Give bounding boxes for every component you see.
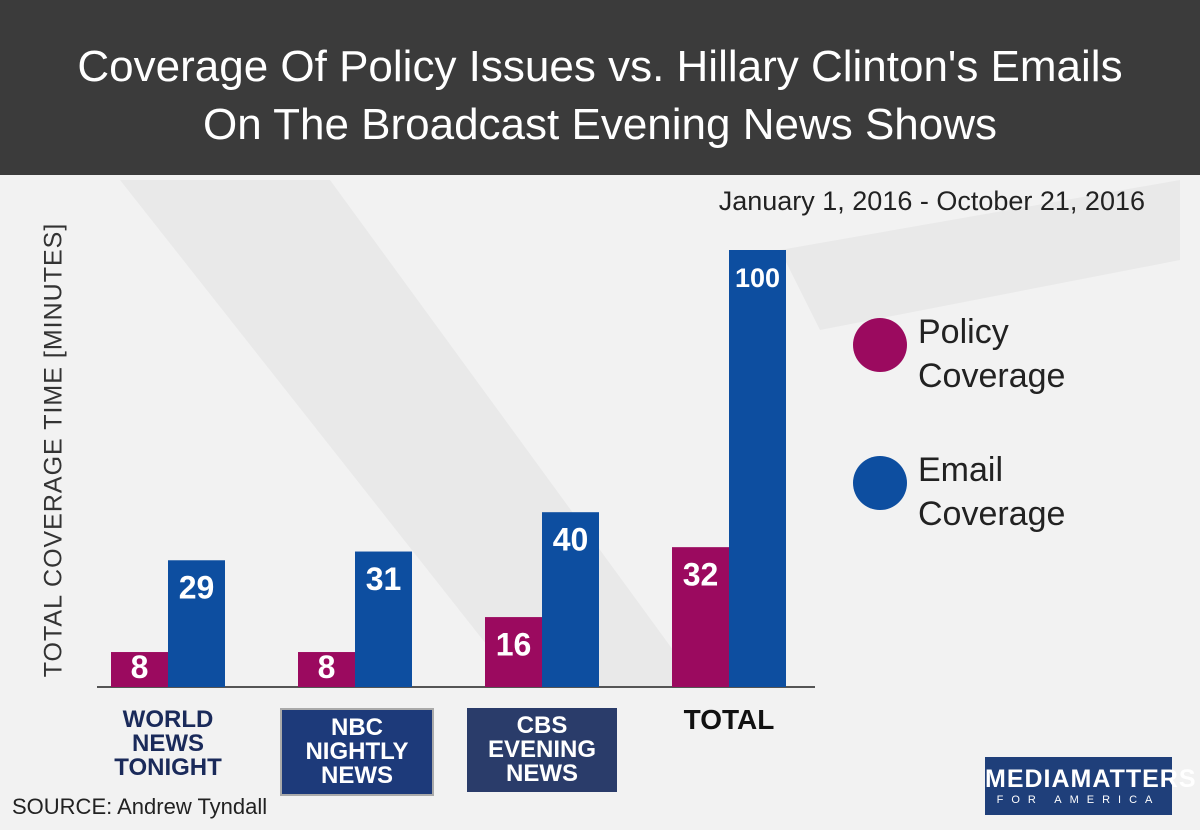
subtitle: January 1, 2016 - October 21, 2016 [718,186,1145,216]
logo-text: FOR AMERICA [996,794,1161,806]
chart-title: Coverage Of Policy Issues vs. Hillary Cl… [77,42,1123,149]
x-tick-label: WORLD NEWS TONIGHT [114,706,222,781]
legend-label: Email Coverage [918,451,1066,533]
source: SOURCE: Andrew Tyndall [12,794,268,819]
bar [168,560,225,687]
logo: MEDIAMATTERS FOR AMERICA [985,757,1197,815]
value-label: 16 [496,627,532,663]
value-label: 40 [553,522,589,558]
legend-marker [853,456,907,510]
legend-marker [853,318,907,372]
x-tick-label: TOTAL [683,704,775,735]
bar [542,512,599,687]
value-label: 8 [318,649,336,685]
logo-text: MEDIAMATTERS [985,765,1197,793]
bar [111,652,168,687]
value-label: 31 [366,561,402,597]
value-label: 29 [179,570,215,606]
x-tick-label: CBS EVENING NEWS [467,708,617,792]
legend-label: Policy Coverage [918,313,1066,395]
value-label: 8 [131,649,149,685]
bar [298,652,355,687]
y-axis-label: TOTAL COVERAGE TIME [MINUTES] [40,223,68,678]
value-label: 32 [683,557,719,593]
bar [485,617,542,687]
x-tick-label: NBC NIGHTLY NEWS [280,708,434,796]
bar [729,250,786,687]
bar [355,551,412,687]
bar [672,547,729,687]
value-label: 100 [735,263,780,293]
background-shape [780,180,1180,330]
title-bar: Coverage Of Policy Issues vs. Hillary Cl… [0,0,1200,175]
